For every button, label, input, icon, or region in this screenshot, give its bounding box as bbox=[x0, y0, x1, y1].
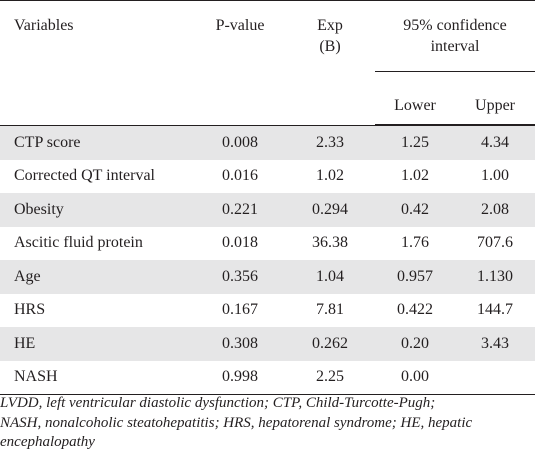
table-row: Obesity 0.221 0.294 0.42 2.08 bbox=[0, 193, 535, 227]
header-ci-line1: 95% confidence bbox=[403, 17, 507, 34]
table-row: HRS 0.167 7.81 0.422 144.7 bbox=[0, 294, 535, 328]
regression-table: Variables P-value Exp (B) 95% confidence… bbox=[0, 0, 535, 395]
cell-lower: 1.02 bbox=[401, 167, 429, 185]
header-variables: Variables bbox=[0, 0, 195, 125]
table-row: Age 0.356 1.04 0.957 1.130 bbox=[0, 260, 535, 294]
cell-lower: 0.00 bbox=[375, 360, 455, 395]
cell-lower: 0.422 bbox=[397, 301, 433, 319]
cell-lower: 1.76 bbox=[401, 234, 429, 252]
cell-p-value: 0.998 bbox=[195, 360, 285, 395]
cell-p-value: 0.308 bbox=[195, 327, 285, 361]
cell-lower: 0.20 bbox=[375, 327, 455, 361]
cell-p-value: 0.018 bbox=[222, 234, 258, 252]
table-footnote: LVDD, left ventricular diastolic dysfunc… bbox=[0, 394, 535, 453]
cell-p-value: 0.008 bbox=[195, 125, 285, 160]
footnote-line: NASH, nonalcoholic steatohepatitis; HRS,… bbox=[0, 414, 473, 431]
cell-exp-b: 36.38 bbox=[312, 234, 348, 252]
table-body: CTP score 0.008 2.33 1.25 4.34 Corrected… bbox=[0, 125, 535, 395]
cell-p-value: 0.356 bbox=[195, 260, 285, 294]
cell-upper: 1.130 bbox=[455, 260, 535, 294]
cell-upper: 3.43 bbox=[455, 327, 535, 361]
header-lower: Lower bbox=[375, 71, 455, 125]
cell-variable: Age bbox=[0, 260, 195, 294]
header-exp-b-line2: (B) bbox=[319, 38, 341, 55]
cell-lower: 0.957 bbox=[375, 260, 455, 294]
table-row: HE 0.308 0.262 0.20 3.43 bbox=[0, 327, 535, 361]
header-exp-b: Exp (B) bbox=[285, 0, 375, 125]
header-confidence-interval: 95% confidence interval bbox=[375, 0, 535, 72]
cell-variable: Obesity bbox=[0, 193, 195, 227]
cell-upper: 1.00 bbox=[481, 167, 509, 185]
cell-variable: NASH bbox=[0, 360, 195, 395]
table-row: NASH 0.998 2.25 0.00 bbox=[0, 360, 535, 395]
cell-upper bbox=[455, 360, 535, 395]
footnote-line: LVDD, left ventricular diastolic dysfunc… bbox=[0, 395, 436, 411]
table-header: Variables P-value Exp (B) 95% confidence… bbox=[0, 0, 535, 126]
cell-upper: 707.6 bbox=[477, 234, 513, 252]
cell-upper: 4.34 bbox=[455, 125, 535, 160]
table-row: Corrected QT interval 0.016 1.02 1.02 1.… bbox=[0, 160, 535, 194]
cell-upper: 2.08 bbox=[455, 193, 535, 227]
cell-exp-b: 1.04 bbox=[285, 260, 375, 294]
header-upper: Upper bbox=[455, 71, 535, 125]
table-row: Ascitic fluid protein 0.018 36.38 1.76 7… bbox=[0, 227, 535, 261]
cell-exp-b: 0.294 bbox=[285, 193, 375, 227]
cell-exp-b: 7.81 bbox=[316, 301, 344, 319]
header-exp-b-line1: Exp bbox=[317, 17, 343, 34]
cell-upper: 144.7 bbox=[477, 301, 513, 319]
table-row: CTP score 0.008 2.33 1.25 4.34 bbox=[0, 125, 535, 160]
cell-exp-b: 2.33 bbox=[285, 125, 375, 160]
cell-exp-b: 0.262 bbox=[285, 327, 375, 361]
cell-variable: HRS bbox=[14, 301, 46, 319]
cell-variable: Ascitic fluid protein bbox=[14, 234, 143, 252]
header-p-value: P-value bbox=[195, 0, 285, 125]
header-ci-line2: interval bbox=[430, 38, 480, 55]
footnote-line: encephalopathy bbox=[0, 434, 95, 450]
cell-lower: 0.42 bbox=[375, 193, 455, 227]
cell-p-value: 0.221 bbox=[195, 193, 285, 227]
cell-variable: Corrected QT interval bbox=[14, 167, 155, 185]
cell-p-value: 0.167 bbox=[222, 301, 258, 319]
cell-variable: HE bbox=[0, 327, 195, 361]
cell-exp-b: 2.25 bbox=[285, 360, 375, 395]
cell-exp-b: 1.02 bbox=[316, 167, 344, 185]
cell-variable: CTP score bbox=[0, 125, 195, 160]
cell-p-value: 0.016 bbox=[222, 167, 258, 185]
cell-lower: 1.25 bbox=[375, 125, 455, 160]
